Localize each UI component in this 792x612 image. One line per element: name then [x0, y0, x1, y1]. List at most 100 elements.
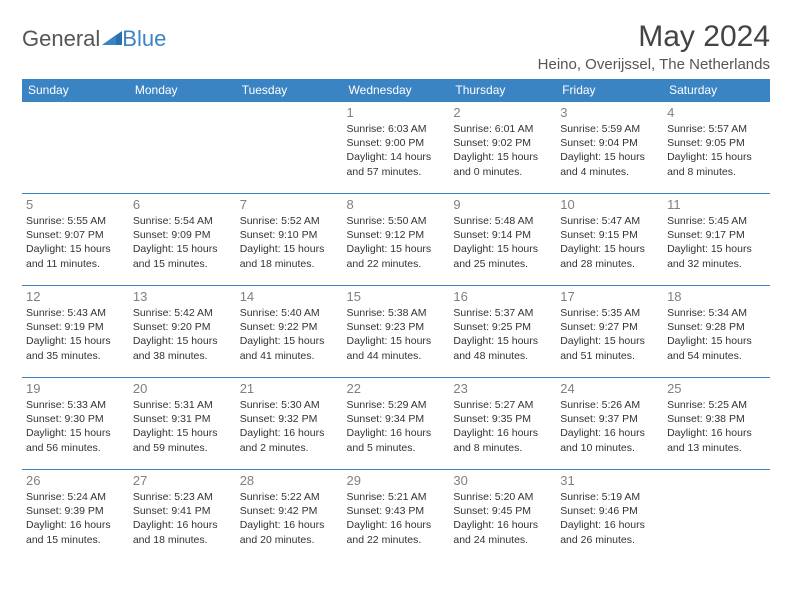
- day-info-line: and 15 minutes.: [133, 257, 232, 271]
- calendar-header-row: SundayMondayTuesdayWednesdayThursdayFrid…: [22, 79, 770, 102]
- day-info-line: Daylight: 15 hours: [560, 242, 659, 256]
- day-info-line: and 13 minutes.: [667, 441, 766, 455]
- calendar-day-cell: [129, 102, 236, 194]
- day-info-line: and 54 minutes.: [667, 349, 766, 363]
- header: General Blue May 2024 Heino, Overijssel,…: [22, 20, 770, 73]
- day-number: 17: [560, 289, 659, 304]
- day-info-line: Sunrise: 5:38 AM: [347, 306, 446, 320]
- day-info-line: Sunrise: 6:01 AM: [453, 122, 552, 136]
- day-info-line: and 15 minutes.: [26, 533, 125, 547]
- day-info-line: Sunset: 9:42 PM: [240, 504, 339, 518]
- calendar-week-row: 12Sunrise: 5:43 AMSunset: 9:19 PMDayligh…: [22, 286, 770, 378]
- day-number: 4: [667, 105, 766, 120]
- day-info-line: Sunset: 9:05 PM: [667, 136, 766, 150]
- day-number: 2: [453, 105, 552, 120]
- day-info-line: Sunrise: 5:37 AM: [453, 306, 552, 320]
- day-info-line: and 20 minutes.: [240, 533, 339, 547]
- day-info-line: Sunset: 9:37 PM: [560, 412, 659, 426]
- day-info-line: and 57 minutes.: [347, 165, 446, 179]
- day-info-line: Daylight: 15 hours: [560, 150, 659, 164]
- day-number: 6: [133, 197, 232, 212]
- day-info-line: Daylight: 15 hours: [240, 334, 339, 348]
- day-info-line: and 24 minutes.: [453, 533, 552, 547]
- day-info-line: Sunrise: 5:29 AM: [347, 398, 446, 412]
- day-number: 5: [26, 197, 125, 212]
- calendar-day-cell: 22Sunrise: 5:29 AMSunset: 9:34 PMDayligh…: [343, 378, 450, 470]
- day-info-line: Sunset: 9:07 PM: [26, 228, 125, 242]
- day-info-line: and 56 minutes.: [26, 441, 125, 455]
- day-info-line: Sunset: 9:30 PM: [26, 412, 125, 426]
- day-number: 28: [240, 473, 339, 488]
- calendar-day-cell: 15Sunrise: 5:38 AMSunset: 9:23 PMDayligh…: [343, 286, 450, 378]
- day-info-line: Sunset: 9:17 PM: [667, 228, 766, 242]
- day-info-line: and 22 minutes.: [347, 533, 446, 547]
- day-info-line: and 28 minutes.: [560, 257, 659, 271]
- calendar-body: 1Sunrise: 6:03 AMSunset: 9:00 PMDaylight…: [22, 102, 770, 562]
- day-info-line: Sunset: 9:43 PM: [347, 504, 446, 518]
- day-info-line: Sunset: 9:39 PM: [26, 504, 125, 518]
- day-number: 25: [667, 381, 766, 396]
- day-info-line: Sunrise: 5:31 AM: [133, 398, 232, 412]
- calendar-day-cell: 29Sunrise: 5:21 AMSunset: 9:43 PMDayligh…: [343, 470, 450, 562]
- day-info-line: and 4 minutes.: [560, 165, 659, 179]
- weekday-header: Friday: [556, 79, 663, 102]
- calendar-day-cell: 8Sunrise: 5:50 AMSunset: 9:12 PMDaylight…: [343, 194, 450, 286]
- day-info-line: Sunset: 9:14 PM: [453, 228, 552, 242]
- day-info-line: Sunset: 9:02 PM: [453, 136, 552, 150]
- day-info-line: Sunrise: 5:27 AM: [453, 398, 552, 412]
- day-info-line: Sunset: 9:46 PM: [560, 504, 659, 518]
- day-info-line: and 32 minutes.: [667, 257, 766, 271]
- day-info-line: Sunrise: 5:48 AM: [453, 214, 552, 228]
- day-info-line: Daylight: 15 hours: [453, 334, 552, 348]
- day-info-line: and 2 minutes.: [240, 441, 339, 455]
- calendar-day-cell: 25Sunrise: 5:25 AMSunset: 9:38 PMDayligh…: [663, 378, 770, 470]
- day-info-line: Sunrise: 5:25 AM: [667, 398, 766, 412]
- day-info-line: and 41 minutes.: [240, 349, 339, 363]
- day-info-line: Sunset: 9:28 PM: [667, 320, 766, 334]
- location-text: Heino, Overijssel, The Netherlands: [538, 56, 770, 73]
- day-number: 21: [240, 381, 339, 396]
- day-info-line: and 5 minutes.: [347, 441, 446, 455]
- day-info-line: Sunrise: 5:33 AM: [26, 398, 125, 412]
- day-info-line: Sunrise: 5:20 AM: [453, 490, 552, 504]
- calendar-day-cell: 19Sunrise: 5:33 AMSunset: 9:30 PMDayligh…: [22, 378, 129, 470]
- day-info-line: Sunset: 9:35 PM: [453, 412, 552, 426]
- day-info-line: Daylight: 15 hours: [26, 426, 125, 440]
- logo-text-general: General: [22, 26, 100, 52]
- day-info-line: Sunset: 9:04 PM: [560, 136, 659, 150]
- day-info-line: Sunset: 9:31 PM: [133, 412, 232, 426]
- day-info-line: Sunrise: 5:40 AM: [240, 306, 339, 320]
- day-info-line: Daylight: 16 hours: [240, 426, 339, 440]
- day-info-line: and 8 minutes.: [453, 441, 552, 455]
- day-number: 22: [347, 381, 446, 396]
- day-number: 31: [560, 473, 659, 488]
- day-info-line: Sunrise: 5:50 AM: [347, 214, 446, 228]
- calendar-week-row: 1Sunrise: 6:03 AMSunset: 9:00 PMDaylight…: [22, 102, 770, 194]
- day-info-line: and 25 minutes.: [453, 257, 552, 271]
- day-info-line: and 48 minutes.: [453, 349, 552, 363]
- day-info-line: Sunrise: 5:26 AM: [560, 398, 659, 412]
- calendar-day-cell: 9Sunrise: 5:48 AMSunset: 9:14 PMDaylight…: [449, 194, 556, 286]
- calendar-day-cell: 6Sunrise: 5:54 AMSunset: 9:09 PMDaylight…: [129, 194, 236, 286]
- day-number: 10: [560, 197, 659, 212]
- page-title: May 2024: [538, 20, 770, 54]
- day-info-line: and 44 minutes.: [347, 349, 446, 363]
- day-info-line: Sunset: 9:22 PM: [240, 320, 339, 334]
- day-info-line: Daylight: 16 hours: [453, 518, 552, 532]
- day-number: 29: [347, 473, 446, 488]
- day-info-line: Daylight: 16 hours: [347, 518, 446, 532]
- day-number: 15: [347, 289, 446, 304]
- calendar-week-row: 26Sunrise: 5:24 AMSunset: 9:39 PMDayligh…: [22, 470, 770, 562]
- calendar-day-cell: 17Sunrise: 5:35 AMSunset: 9:27 PMDayligh…: [556, 286, 663, 378]
- day-info-line: Daylight: 15 hours: [667, 334, 766, 348]
- day-info-line: Daylight: 15 hours: [133, 426, 232, 440]
- day-number: 18: [667, 289, 766, 304]
- day-info-line: Sunrise: 5:45 AM: [667, 214, 766, 228]
- day-info-line: Sunset: 9:00 PM: [347, 136, 446, 150]
- day-number: 3: [560, 105, 659, 120]
- day-info-line: and 38 minutes.: [133, 349, 232, 363]
- day-info-line: Daylight: 15 hours: [453, 242, 552, 256]
- day-info-line: Sunset: 9:25 PM: [453, 320, 552, 334]
- day-info-line: Sunset: 9:34 PM: [347, 412, 446, 426]
- day-number: 8: [347, 197, 446, 212]
